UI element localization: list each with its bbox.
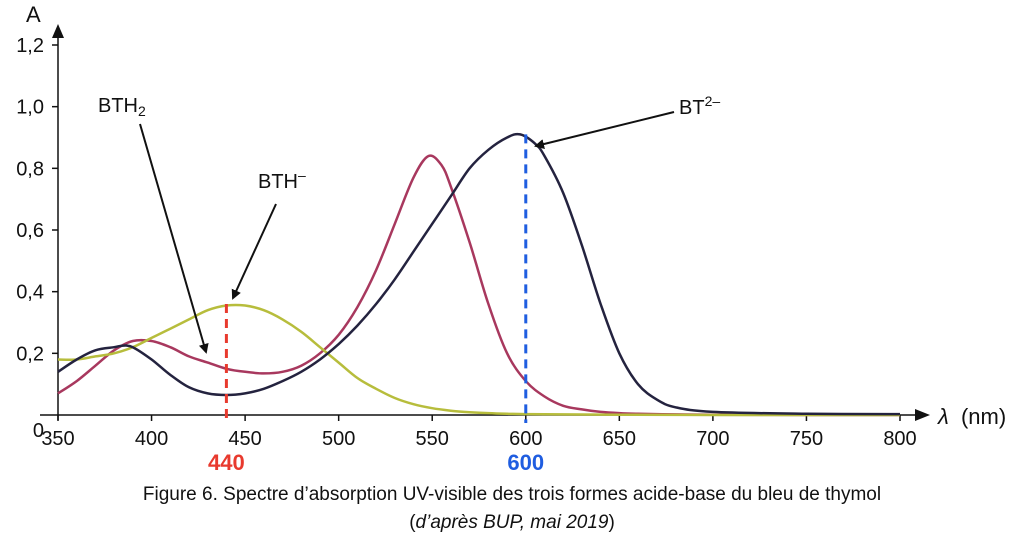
figure-caption: Figure 6. Spectre d’absorption UV-visibl… [142, 484, 882, 505]
x-axis-arrow [915, 409, 930, 421]
x-tick-label: 600 [509, 428, 542, 450]
x-axis-title: λ (nm) [937, 404, 1006, 429]
figure-source: (d’après BUP, mai 2019) [0, 512, 1024, 534]
label-bth-minus: BTH– [231, 167, 306, 300]
y-axis-arrow [52, 24, 64, 38]
x-axis-unit: (nm) [961, 404, 1006, 429]
absorption-spectrum-chart: 350 400 450 500 550 600 650 700 750 800 0 0,2 0,4 0,… [16, 2, 1006, 475]
y-tick-label: 0,6 [16, 220, 44, 242]
y-tick-label: 0,2 [16, 343, 44, 365]
label-bt2-minus: BT2– [534, 93, 720, 149]
x-tick-label: 800 [883, 428, 916, 450]
label-bth2-sub: 2 [138, 103, 146, 119]
series-bth-minus-curve [57, 303, 900, 417]
x-tick-label: 450 [228, 428, 261, 450]
label-bth2: BTH2 [98, 95, 209, 354]
figure-source-text: d’après BUP, mai 2019 [415, 512, 609, 533]
y-axis-title: A [26, 2, 41, 27]
svg-text:BTH2: BTH2 [98, 95, 146, 119]
marker-label-440: 440 [208, 450, 245, 475]
figure-source-open: ( [409, 512, 416, 533]
svg-text:BTH–: BTH– [258, 167, 306, 193]
label-bth-minus-sup: – [298, 167, 306, 183]
y-tick-label: 0,4 [16, 282, 44, 304]
label-bt2-minus-sup: 2– [705, 93, 721, 109]
figure-source-close: ) [608, 512, 615, 533]
y-tick-label: 1,0 [16, 97, 44, 119]
marker-label-600: 600 [507, 450, 544, 475]
y-tick-label: 0,8 [16, 158, 44, 180]
x-tick-label: 400 [135, 428, 168, 450]
y-tick-label: 1,2 [16, 35, 44, 57]
arrow-bth-minus [231, 203, 277, 300]
x-tick-label: 500 [322, 428, 355, 450]
x-tick-label: 350 [41, 428, 74, 450]
x-tick-label: 550 [416, 428, 449, 450]
x-tick-label: 750 [790, 428, 823, 450]
arrow-bth2 [139, 123, 209, 354]
svg-text:BT2–: BT2– [679, 93, 720, 119]
x-tick-label: 650 [603, 428, 636, 450]
y-tick-label: 0 [33, 420, 44, 442]
label-bt2-minus-base: BT [679, 97, 705, 119]
label-bth-minus-base: BTH [258, 171, 298, 193]
series-bth2-curve [57, 154, 901, 417]
x-tick-label: 700 [696, 428, 729, 450]
label-bth2-base: BTH [98, 95, 138, 117]
series-bt2-minus-curve [57, 132, 901, 416]
arrow-bt2-minus [534, 111, 675, 149]
x-axis-symbol: λ [937, 404, 949, 429]
